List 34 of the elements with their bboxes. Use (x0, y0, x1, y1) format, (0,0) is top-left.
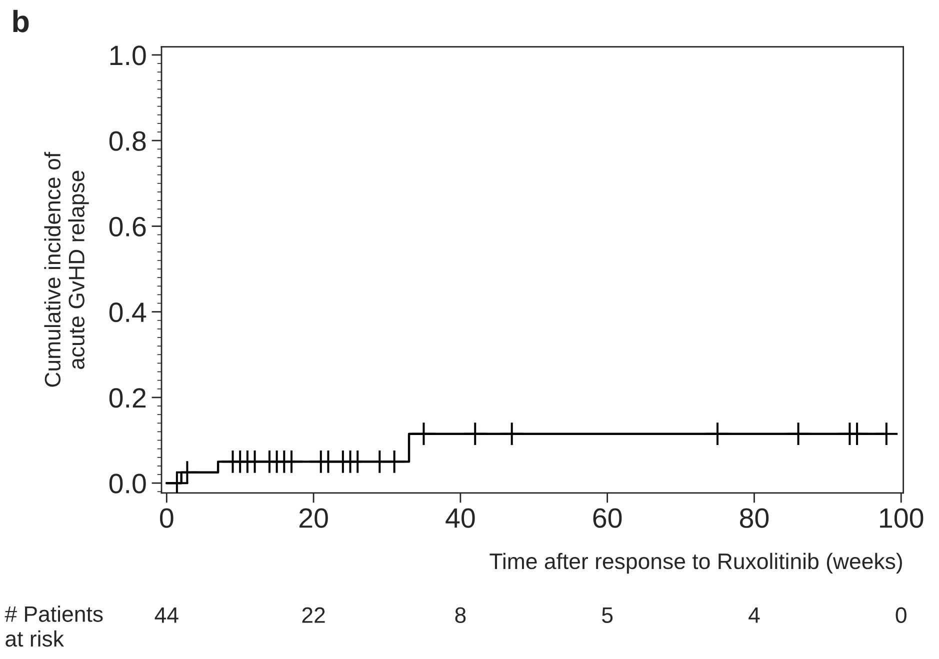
text: 8 (455, 607, 466, 624)
point (412, 422, 435, 446)
point (500, 422, 524, 446)
point (280, 450, 303, 473)
x-tick-label: 60 (593, 508, 622, 528)
x-tick-label: 20 (299, 508, 328, 528)
point (846, 422, 868, 446)
point (706, 422, 729, 446)
y-tick-label: 1.0 (110, 46, 146, 66)
text: b (13, 10, 29, 32)
text: 0 (896, 607, 906, 624)
point (787, 422, 810, 446)
x-tick-label: 0 (160, 508, 174, 528)
text: 44 (154, 608, 178, 623)
y-tick-label: 0.0 (109, 474, 146, 494)
y-tick-label: 0.2 (109, 388, 146, 408)
x-tick-label: 40 (446, 508, 475, 528)
point (176, 461, 198, 484)
text: 22 (302, 607, 325, 623)
text: 5 (602, 608, 613, 624)
point (875, 422, 898, 446)
text: 4 (748, 608, 760, 623)
point (346, 450, 369, 473)
x-tick-label: 100 (880, 508, 924, 528)
x-tick-label: 80 (740, 508, 769, 528)
y-tick-label: 0.4 (109, 302, 146, 322)
point (166, 472, 188, 493)
y-axis-title: Cumulative incidence of acute GvHD relapse (44, 152, 89, 387)
text: # Patients at risk (4, 606, 103, 647)
x-axis-title: Time after response to Ruxolitinib (weeks) (490, 552, 902, 574)
point (383, 450, 406, 473)
point (464, 422, 486, 446)
y-tick-label: 0.6 (109, 216, 146, 237)
y-tick-label: 0.8 (109, 131, 146, 151)
